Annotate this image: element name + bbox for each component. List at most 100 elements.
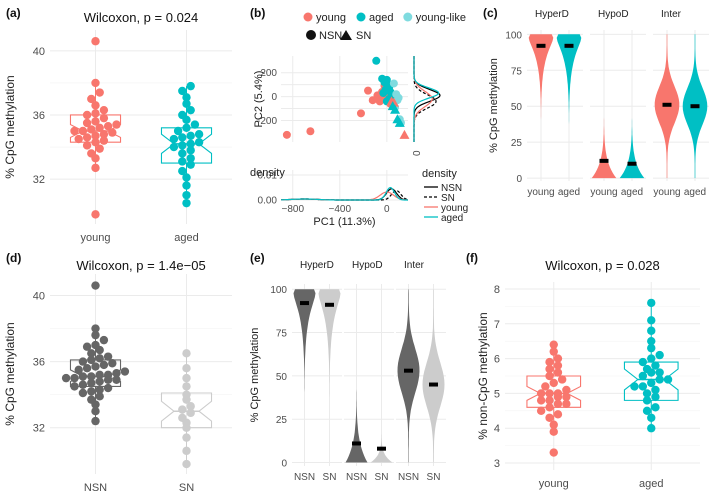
violin-SN [370,410,393,463]
y-tick-label: 0.01 [258,171,278,182]
violin-SN [422,289,445,463]
median-marker [627,161,637,166]
data-point [630,382,639,391]
violin-NSN [293,289,316,454]
data-point [549,427,558,436]
data-point [108,359,117,368]
data-point [91,109,100,118]
data-point [642,389,652,398]
y-axis-label: % CpG methylation [3,75,17,178]
data-point [91,117,100,126]
median-marker [662,102,672,107]
data-point [87,387,96,396]
data-point [112,375,121,384]
data-point [545,389,554,398]
legend-label: SN [356,30,371,42]
y-tick-label: 8 [494,284,500,296]
data-point [553,368,563,377]
x-tick-label: SN [179,482,194,494]
data-point [182,93,191,102]
violin-aged [619,68,645,179]
panel-label: (a) [6,6,21,20]
side-tick-label: 0 [412,150,423,156]
data-point [112,368,121,378]
data-point [557,375,567,384]
data-point [182,181,191,190]
data-point [178,405,187,414]
data-point [182,423,191,432]
data-point [99,105,109,115]
data-point [182,446,191,456]
legend-label: aged [369,12,393,24]
median-marker [690,104,700,109]
data-point [87,125,96,134]
data-point [99,360,109,370]
data-point [553,399,563,409]
data-point [82,364,92,373]
data-point [638,382,648,391]
panel-c: (c) % CpG methylation 0 25 50 75 100 HyperD youn… [483,6,709,198]
data-point [173,126,183,136]
data-point [95,392,104,401]
data-point [186,105,195,115]
box-notched [69,114,122,143]
data-point [372,56,381,65]
median-marker [599,158,609,163]
x-tick-label: young [527,187,554,198]
data-point [541,382,550,391]
data-point [549,448,558,457]
y-tick-label: 32 [33,423,45,435]
data-point [186,131,195,141]
data-point [182,349,191,358]
data-point [95,370,104,380]
data-point [182,190,191,200]
data-point [182,123,191,133]
data-point [178,141,187,150]
data-point [647,368,656,377]
data-point [647,424,656,433]
data-point [536,396,546,405]
data-point [545,364,554,374]
y-tick-label: -200 [257,116,277,127]
side-density-young [413,56,433,142]
data-point [186,402,195,411]
data-point [655,375,664,384]
data-point [91,324,100,333]
data-point [87,355,96,365]
legend-label: SN [441,193,455,204]
median-marker [429,382,438,387]
data-point [91,281,100,290]
data-point [194,138,204,147]
facet-Inter: Inter NSN SN [396,260,446,483]
data-point [95,88,104,97]
data-point [282,130,291,139]
violin-young [591,67,617,179]
data-point [182,459,191,469]
data-point [178,149,187,158]
chart-title: Wilcoxon, p = 1.4e−05 [76,258,205,273]
series-SN-aged [387,101,405,127]
data-point [647,354,656,363]
data-point [87,94,96,104]
data-point [95,354,104,363]
y-axis-label: % non-CpG methylation [476,312,490,439]
data-point [87,378,96,388]
data-point [663,375,673,384]
data-point [95,144,104,153]
median-marker [352,441,361,446]
x-tick-label: NSN [346,472,367,483]
data-point [186,154,195,163]
data-point [182,433,191,442]
series-NSN [61,281,130,426]
y-tick-label: 200 [260,68,277,79]
median-marker [536,43,546,48]
x-tick-label: young [81,232,111,244]
data-point [194,130,204,139]
x-tick-label: aged [684,187,706,198]
data-point [186,81,195,91]
data-point [549,340,558,349]
data-point [186,408,195,418]
data-point [178,157,187,166]
data-point [99,130,109,139]
data-point [91,37,100,46]
